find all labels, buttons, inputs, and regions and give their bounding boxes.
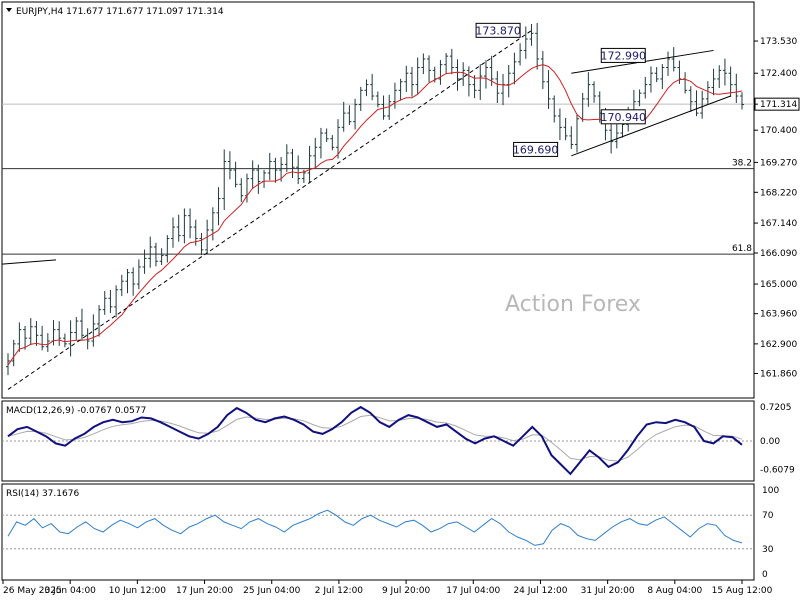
axis-layer: 173.530 172.400 171.314 170.400 169.270 168.2… xyxy=(2,37,800,596)
annotation-label-0: 173.870 xyxy=(475,24,521,37)
time-tick-label-6: 9 Jul 20:00 xyxy=(382,586,431,596)
time-tick-label-9: 31 Jul 20:00 xyxy=(581,586,635,596)
time-tick-label-8: 24 Jul 12:00 xyxy=(513,586,567,596)
fib-level-label-1: 61.8 xyxy=(732,244,752,254)
price-layer: 38.2 61.8 173.870 172.990 170.940 169.690 xyxy=(1,22,754,390)
time-tick-label-2: 10 Jun 12:00 xyxy=(109,586,166,596)
macd-tick-label-2: -0.6079 xyxy=(760,466,795,476)
annotation-box-3 xyxy=(513,141,559,157)
time-tick-label-7: 17 Jul 04:00 xyxy=(446,586,500,596)
time-tick-label-5: 2 Jul 12:00 xyxy=(315,586,364,596)
price-tick-label-0: 173.530 xyxy=(760,37,797,47)
price-tick-label-6: 167.140 xyxy=(760,219,797,229)
fib-level-label-0: 38.2 xyxy=(732,159,752,169)
time-tick-label-1: 3 Jun 04:00 xyxy=(44,586,96,596)
price-tick-label-8: 165.000 xyxy=(760,280,797,290)
rising-trendline-dashed xyxy=(7,30,532,390)
price-tick-label-10: 162.900 xyxy=(760,340,797,350)
price-tick-label-11: 161.860 xyxy=(760,369,797,379)
macd-layer xyxy=(2,405,754,476)
rsi-line xyxy=(7,509,743,546)
time-tick-label-11: 15 Aug 12:00 xyxy=(712,586,773,596)
price-tick-label-5: 168.220 xyxy=(760,188,797,198)
price-tick-label-3: 170.400 xyxy=(760,126,797,136)
rsi-tick-label-0: 100 xyxy=(762,486,779,496)
price-panel-frame xyxy=(1,1,755,399)
symbol-readout: EURJPY,H4 171.677 171.677 171.097 171.31… xyxy=(16,7,224,17)
left-resistance-line xyxy=(1,259,57,265)
price-tick-label-2: 171.314 xyxy=(760,100,797,110)
macd-title: MACD(12,26,9) -0.0767 0.0577 xyxy=(6,406,146,416)
time-tick-label-10: 8 Aug 04:00 xyxy=(647,586,702,596)
watermark-logo: Action Forex xyxy=(505,292,641,317)
rsi-tick-label-1: 70 xyxy=(762,511,774,521)
price-tick-label-4: 169.270 xyxy=(760,158,797,168)
annotation-label-2: 170.940 xyxy=(601,111,647,124)
price-tick-label-7: 166.090 xyxy=(760,249,797,259)
annotation-box-2 xyxy=(600,109,646,125)
time-tick-label-0: 26 May 2025 xyxy=(3,586,62,596)
time-tick-label-3: 17 Jun 20:00 xyxy=(176,586,233,596)
rsi-title: RSI(14) 37.1676 xyxy=(6,489,79,499)
annotation-box-1 xyxy=(600,47,646,63)
annotation-label-3: 169.690 xyxy=(513,143,559,156)
rsi-panel-frame xyxy=(1,483,755,581)
channel-lower-line xyxy=(571,95,731,157)
rsi-tick-label-2: 30 xyxy=(762,545,774,555)
rsi-layer xyxy=(2,509,754,550)
chart-menu-icon[interactable] xyxy=(6,8,12,12)
annotation-box-0 xyxy=(475,22,521,38)
macd-line xyxy=(7,405,743,476)
macd-tick-label-1: 0.00 xyxy=(760,437,780,447)
annotation-label-1: 172.990 xyxy=(601,49,647,62)
macd-tick-label-0: 0.7205 xyxy=(760,403,792,413)
price-tick-label-9: 163.960 xyxy=(760,310,797,320)
rsi-tick-label-3: 0 xyxy=(762,570,768,580)
price-tick-label-1: 172.400 xyxy=(760,69,797,79)
time-tick-label-4: 25 Jun 04:00 xyxy=(243,586,300,596)
